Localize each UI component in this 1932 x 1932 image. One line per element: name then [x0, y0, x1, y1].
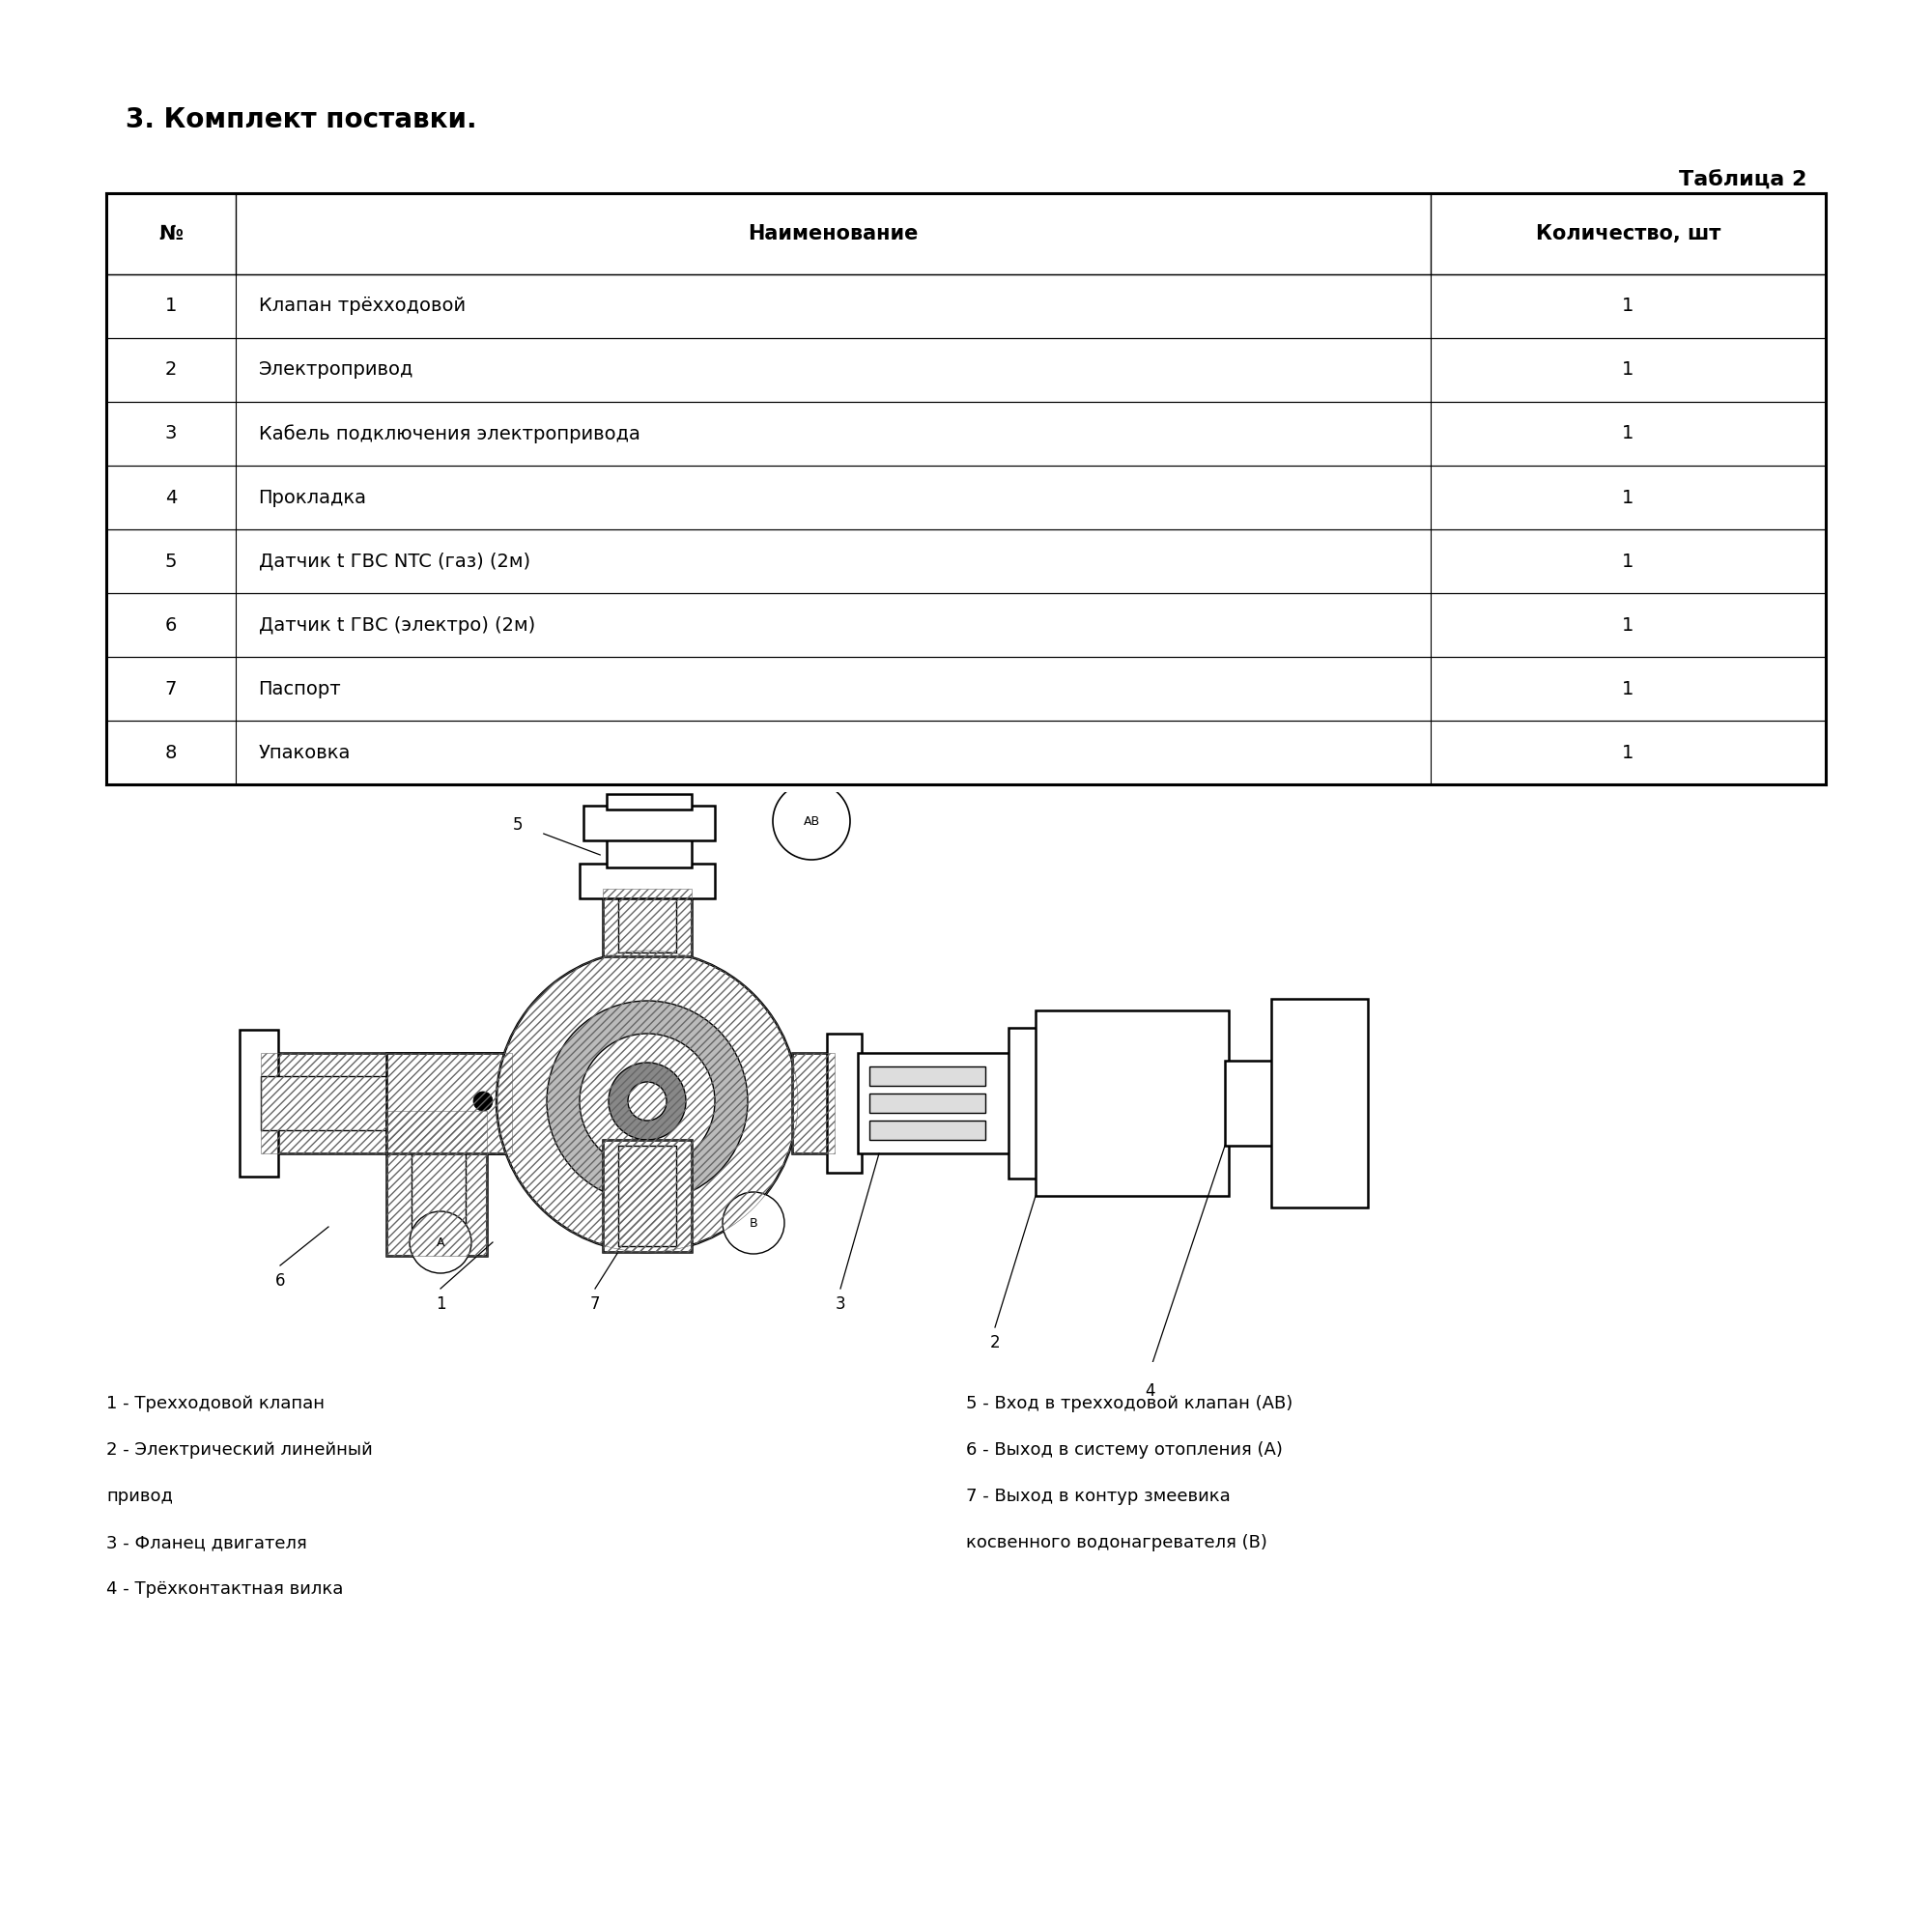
Text: Прокладка: Прокладка: [259, 489, 367, 506]
Text: 4: 4: [164, 489, 176, 506]
Text: 1: 1: [164, 298, 176, 315]
Circle shape: [773, 782, 850, 860]
Text: №: №: [158, 224, 184, 243]
Text: 1: 1: [1623, 553, 1634, 570]
Bar: [1271, 999, 1368, 1208]
Bar: [792, 1053, 835, 1153]
Bar: [792, 1053, 835, 1153]
Text: 1: 1: [1623, 298, 1634, 315]
Text: Клапан трёхходовой: Клапан трёхходовой: [259, 298, 466, 315]
Text: 3. Комплект поставки.: 3. Комплект поставки.: [126, 106, 477, 133]
Text: 7: 7: [164, 680, 176, 697]
Text: 3 - Фланец двигателя: 3 - Фланец двигателя: [106, 1534, 307, 1551]
Bar: [603, 1140, 692, 1252]
Circle shape: [628, 1082, 667, 1121]
Circle shape: [410, 1211, 471, 1273]
Bar: [618, 895, 676, 952]
Text: 7 - Выход в контур змеевика: 7 - Выход в контур змеевика: [966, 1488, 1231, 1505]
Text: 5: 5: [512, 815, 524, 835]
Text: 3: 3: [164, 425, 176, 442]
Bar: [580, 864, 715, 898]
Text: Кабель подключения электропривода: Кабель подключения электропривода: [259, 425, 639, 442]
Bar: [583, 806, 715, 840]
Circle shape: [560, 1092, 580, 1111]
Text: Датчик t ГВС (электро) (2м): Датчик t ГВС (электро) (2м): [259, 616, 535, 634]
Bar: [386, 1111, 487, 1256]
Bar: [240, 1030, 278, 1177]
Text: косвенного водонагревателя (В): косвенного водонагревателя (В): [966, 1534, 1267, 1551]
Text: 1 - Трехходовой клапан: 1 - Трехходовой клапан: [106, 1395, 325, 1412]
Bar: [869, 1121, 985, 1140]
Text: 1: 1: [1623, 361, 1634, 379]
Bar: [827, 1034, 862, 1173]
Text: 1: 1: [1623, 744, 1634, 761]
Text: 1: 1: [1623, 680, 1634, 697]
Bar: [603, 889, 692, 956]
Text: 1: 1: [435, 1294, 446, 1314]
Circle shape: [547, 1001, 748, 1202]
Text: Наименование: Наименование: [748, 224, 918, 243]
Text: В: В: [750, 1217, 757, 1229]
Bar: [1225, 1061, 1279, 1146]
Bar: [869, 1066, 985, 1086]
Text: Электропривод: Электропривод: [259, 361, 413, 379]
Text: 3: 3: [835, 1294, 846, 1314]
Text: 1: 1: [1623, 489, 1634, 506]
Text: 8: 8: [164, 744, 176, 761]
Bar: [858, 1053, 1012, 1153]
Bar: [261, 1076, 493, 1130]
Text: Датчик t ГВС NTC (газ) (2м): Датчик t ГВС NTC (газ) (2м): [259, 553, 529, 570]
Bar: [386, 1111, 487, 1256]
Text: 1: 1: [1623, 425, 1634, 442]
Text: Паспорт: Паспорт: [259, 680, 342, 697]
Circle shape: [723, 1192, 784, 1254]
Text: 6: 6: [164, 616, 176, 634]
Bar: [603, 889, 692, 956]
Bar: [261, 1053, 512, 1153]
Text: 2: 2: [989, 1333, 1001, 1352]
Text: Таблица 2: Таблица 2: [1679, 170, 1806, 189]
Circle shape: [473, 1092, 493, 1111]
Bar: [1036, 1010, 1229, 1196]
Text: привод: привод: [106, 1488, 174, 1505]
Text: 1: 1: [1623, 616, 1634, 634]
Circle shape: [531, 1092, 551, 1111]
Text: 4 - Трёхконтактная вилка: 4 - Трёхконтактная вилка: [106, 1580, 344, 1598]
Bar: [1009, 1028, 1039, 1179]
Bar: [607, 794, 692, 810]
Text: А: А: [437, 1236, 444, 1248]
Bar: [386, 1053, 512, 1153]
Text: Упаковка: Упаковка: [259, 744, 350, 761]
Bar: [607, 837, 692, 867]
Text: 6: 6: [274, 1271, 286, 1291]
Bar: [261, 1053, 512, 1153]
Circle shape: [497, 951, 798, 1252]
Circle shape: [502, 1092, 522, 1111]
Bar: [618, 1146, 676, 1246]
Text: 5 - Вход в трехходовой клапан (АВ): 5 - Вход в трехходовой клапан (АВ): [966, 1395, 1293, 1412]
Text: 6 - Выход в систему отопления (А): 6 - Выход в систему отопления (А): [966, 1441, 1283, 1459]
Bar: [603, 1140, 692, 1252]
Text: Количество, шт: Количество, шт: [1536, 224, 1719, 243]
Text: 2: 2: [164, 361, 176, 379]
Text: АВ: АВ: [804, 815, 819, 827]
Circle shape: [580, 1034, 715, 1169]
Circle shape: [609, 1063, 686, 1140]
Bar: [412, 1121, 466, 1236]
Text: 7: 7: [589, 1294, 601, 1314]
Text: 5: 5: [164, 553, 178, 570]
Text: 2 - Электрический линейный: 2 - Электрический линейный: [106, 1441, 373, 1459]
Text: 4: 4: [1144, 1383, 1155, 1399]
Bar: [869, 1094, 985, 1113]
